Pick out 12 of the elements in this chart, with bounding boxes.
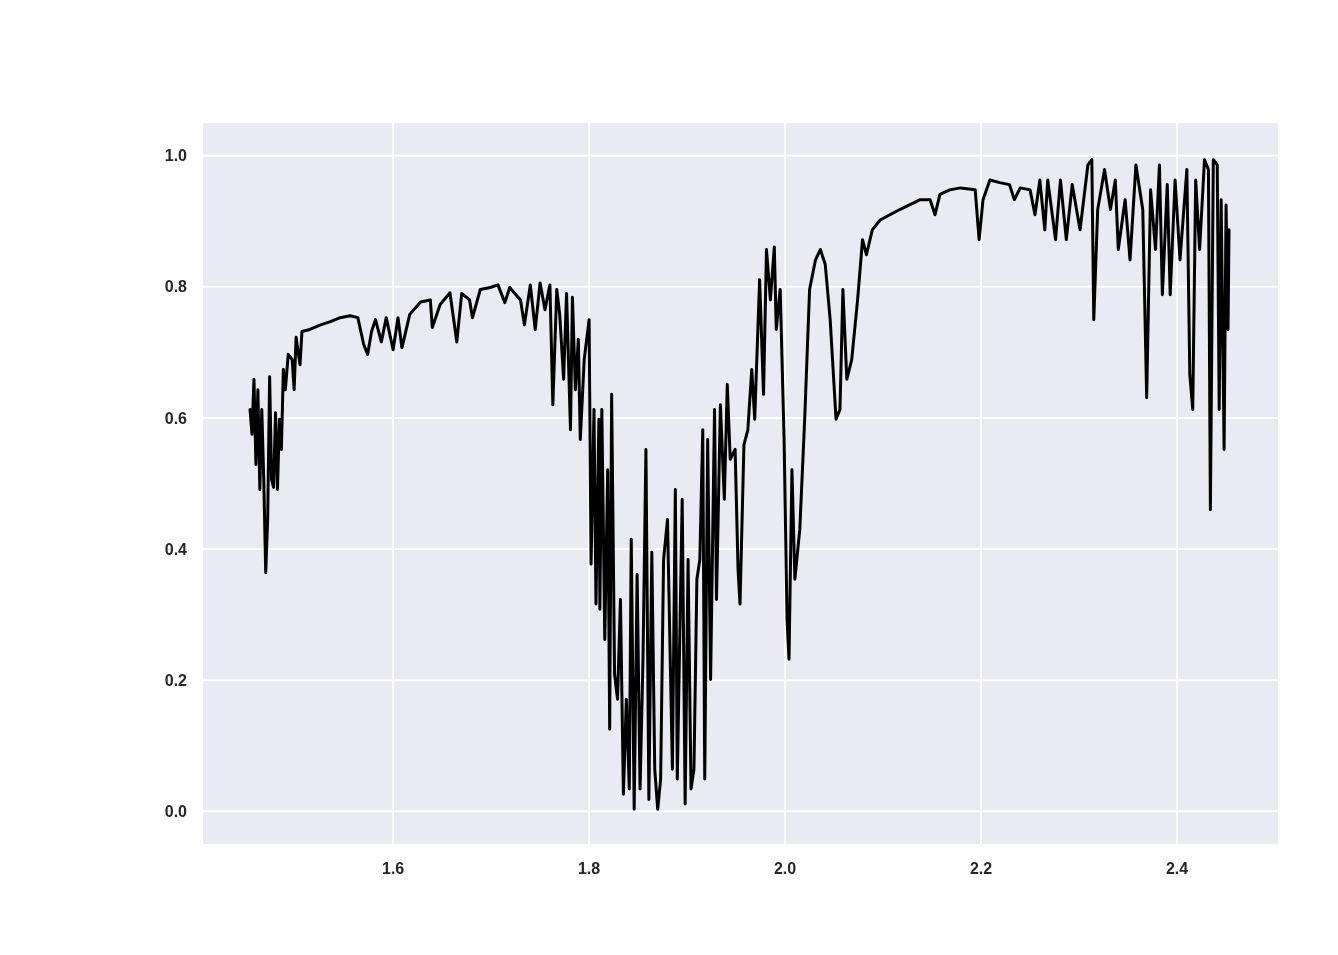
line-series xyxy=(248,158,1231,811)
y-tick-label: 0.0 xyxy=(164,802,188,820)
y-tick-label: 0.6 xyxy=(164,409,188,427)
y-tick-label: 1.0 xyxy=(164,147,188,165)
x-tick-label: 2.2 xyxy=(969,860,993,877)
x-tick-label: 2.0 xyxy=(773,860,797,877)
x-tick-label: 2.4 xyxy=(1165,860,1189,877)
y-tick-label: 0.4 xyxy=(164,540,188,558)
y-tick-label: 0.2 xyxy=(164,671,188,689)
x-tick-label: 1.6 xyxy=(381,860,405,877)
x-tick-label: 1.8 xyxy=(577,860,601,877)
y-tick-label: 0.8 xyxy=(164,278,188,296)
